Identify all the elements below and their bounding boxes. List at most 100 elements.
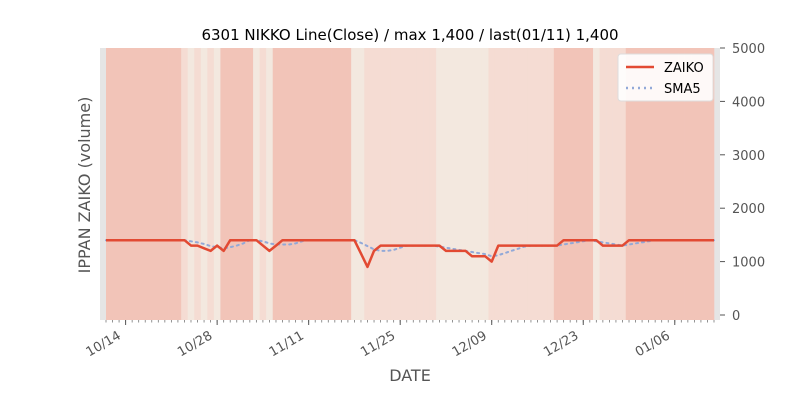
y-tick-label: 3000 xyxy=(732,149,765,164)
x-tick-label: 11/11 xyxy=(267,328,307,360)
day-band xyxy=(664,48,672,320)
day-band xyxy=(285,48,293,320)
day-band xyxy=(468,48,476,320)
day-band xyxy=(586,48,594,320)
chart-title: 6301 NIKKO Line(Close) / max 1,400 / las… xyxy=(201,26,618,44)
day-band xyxy=(671,48,679,320)
day-band xyxy=(338,48,345,320)
day-band xyxy=(396,48,404,320)
day-band xyxy=(494,48,502,320)
x-tick-label: 01/06 xyxy=(633,328,673,360)
y-axis: 0 1000 2000 3000 4000 5000 xyxy=(720,42,765,324)
day-band xyxy=(449,48,457,320)
x-axis-label: DATE xyxy=(389,366,431,385)
day-band xyxy=(344,48,352,320)
day-band xyxy=(259,48,267,320)
day-band xyxy=(658,48,666,320)
x-tick-label: 12/23 xyxy=(541,328,581,360)
legend-zaiko-label: ZAIKO xyxy=(664,61,704,76)
day-band xyxy=(606,48,613,320)
x-tick-label: 11/25 xyxy=(358,328,398,360)
day-band xyxy=(593,48,600,320)
day-band xyxy=(115,48,123,320)
day-band xyxy=(122,48,130,320)
day-band xyxy=(704,48,712,320)
day-band xyxy=(599,48,607,320)
day-band xyxy=(174,48,182,320)
x-tick-label: 10/28 xyxy=(175,328,215,360)
day-band xyxy=(318,48,326,320)
day-band xyxy=(357,48,365,320)
day-band xyxy=(403,48,411,320)
day-band xyxy=(429,48,437,320)
day-band xyxy=(311,48,319,320)
x-axis: 10/14 10/28 11/11 11/25 12/09 12/23 01/06 xyxy=(84,320,715,360)
day-band xyxy=(370,48,378,320)
day-band xyxy=(325,48,332,320)
day-band xyxy=(632,48,640,320)
day-band xyxy=(240,48,247,320)
day-band xyxy=(168,48,175,320)
day-band xyxy=(187,48,195,320)
day-band xyxy=(678,48,685,320)
y-tick-label: 1000 xyxy=(732,256,765,271)
day-band xyxy=(442,48,450,320)
day-band xyxy=(298,48,306,320)
day-band xyxy=(410,48,417,320)
day-band xyxy=(423,48,430,320)
day-band xyxy=(455,48,463,320)
series-layer xyxy=(105,238,715,269)
day-band xyxy=(710,48,715,320)
day-band xyxy=(155,48,162,320)
day-band xyxy=(220,48,228,320)
day-band xyxy=(488,48,496,320)
day-band xyxy=(226,48,234,320)
y-tick-label: 0 xyxy=(732,309,740,324)
day-band xyxy=(292,48,300,320)
day-band xyxy=(691,48,698,320)
day-band xyxy=(684,48,692,320)
day-band xyxy=(619,48,627,320)
y-axis-label: IPPAN ZAIKO (volume) xyxy=(75,97,94,274)
day-band xyxy=(106,48,110,320)
day-band xyxy=(161,48,169,320)
day-band xyxy=(200,48,208,320)
day-band xyxy=(514,48,522,320)
y-tick-label: 2000 xyxy=(732,202,765,217)
day-band xyxy=(625,48,633,320)
background-bands xyxy=(106,48,715,320)
day-band xyxy=(547,48,555,320)
day-band xyxy=(508,48,515,320)
legend-sma5-label: SMA5 xyxy=(664,82,701,97)
day-band xyxy=(579,48,587,320)
day-band xyxy=(416,48,424,320)
day-band xyxy=(266,48,274,320)
day-band xyxy=(475,48,483,320)
day-band xyxy=(534,48,542,320)
day-band xyxy=(246,48,254,320)
day-band xyxy=(141,48,149,320)
day-band xyxy=(390,48,398,320)
day-band xyxy=(540,48,548,320)
y-tick-label: 5000 xyxy=(732,42,765,57)
day-band xyxy=(436,48,443,320)
x-tick-label: 12/09 xyxy=(450,328,490,360)
day-band xyxy=(560,48,568,320)
day-band xyxy=(462,48,470,320)
day-band xyxy=(272,48,280,320)
day-band xyxy=(305,48,313,320)
sma5-line xyxy=(105,239,715,258)
y-tick-label: 4000 xyxy=(732,95,765,110)
day-band xyxy=(377,48,385,320)
zaiko-line xyxy=(106,238,714,269)
day-band xyxy=(331,48,339,320)
day-band xyxy=(651,48,659,320)
day-band xyxy=(645,48,653,320)
day-band xyxy=(253,48,260,320)
day-band xyxy=(566,48,574,320)
day-band xyxy=(351,48,358,320)
legend: ZAIKO SMA5 xyxy=(617,53,714,102)
day-band xyxy=(553,48,561,320)
day-band xyxy=(135,48,143,320)
